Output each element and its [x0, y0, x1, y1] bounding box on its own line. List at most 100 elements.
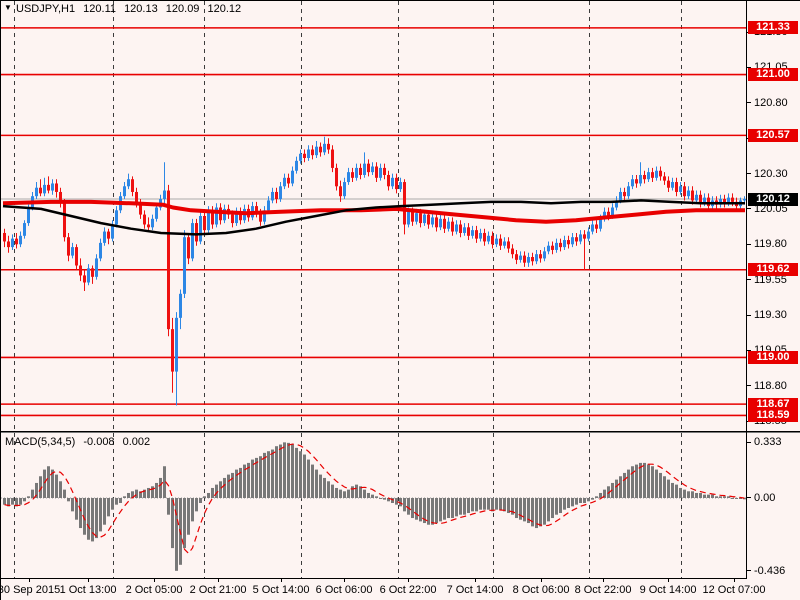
candle-body — [355, 167, 358, 178]
macd-histogram-bar — [83, 497, 86, 535]
candle-body — [83, 275, 86, 283]
macd-histogram-bar — [23, 497, 26, 502]
candle-body — [539, 254, 542, 259]
macd-histogram-bar — [367, 492, 370, 498]
macd-histogram-bar — [399, 497, 402, 507]
macd-histogram-bar — [627, 469, 630, 498]
macd-histogram-bar — [303, 454, 306, 498]
time-tick-mark — [281, 579, 282, 582]
candle-body — [439, 218, 442, 228]
candle-body — [551, 245, 554, 250]
time-axis[interactable]: 30 Sep 2015 1 Oct 13:00 2 Oct 05:00 2 Oct 2… — [1, 579, 766, 600]
candle-body — [531, 257, 534, 262]
candle-body — [179, 293, 182, 318]
macd-indicator-panel[interactable] — [1, 433, 747, 578]
candle-body — [631, 179, 634, 187]
macd-histogram-bar — [259, 456, 262, 498]
time-axis-label: 5 Oct 14:00 — [252, 584, 310, 596]
bar-close-value: 120.12 — [207, 3, 242, 15]
macd-histogram-bar — [191, 497, 194, 522]
macd-tick-mark — [747, 497, 751, 498]
candle-body — [67, 237, 70, 256]
macd-histogram-bar — [387, 497, 390, 502]
chart-dropdown-arrow[interactable]: ▼ — [4, 3, 12, 12]
price-tick-label: 120.30 — [754, 167, 788, 180]
time-axis-label: 6 Oct 06:00 — [315, 584, 373, 596]
candle-body — [211, 210, 214, 225]
macd-histogram-bar — [155, 482, 158, 498]
main-chart-panel[interactable] — [1, 1, 747, 431]
candle-body — [719, 199, 722, 205]
macd-histogram-bar — [515, 497, 518, 519]
macd-histogram-bar — [359, 486, 362, 498]
macd-histogram-bar — [123, 496, 126, 498]
candle-body — [91, 268, 94, 277]
macd-histogram-bar — [599, 492, 602, 498]
macd-histogram-bar — [107, 497, 110, 517]
macd-histogram-bar — [615, 479, 618, 498]
time-tick-mark — [603, 579, 604, 582]
candle-body — [675, 182, 678, 192]
candle-body — [79, 265, 82, 276]
candle-body — [543, 251, 546, 259]
time-tick-mark — [29, 579, 30, 582]
macd-histogram-bar — [327, 481, 330, 498]
time-axis-label: 6 Oct 22:00 — [379, 584, 437, 596]
macd-histogram-bar — [543, 497, 546, 525]
macd-histogram-bar — [75, 497, 78, 520]
macd-histogram-bar — [271, 449, 274, 498]
candle-body — [371, 166, 374, 173]
macd-chart[interactable] — [1, 433, 747, 578]
candle-body — [547, 245, 550, 252]
macd-histogram-bar — [675, 484, 678, 498]
macd-histogram-bar — [711, 494, 714, 498]
price-tick-label: 120.80 — [754, 96, 788, 109]
macd-histogram-bar — [235, 469, 238, 498]
price-tick-mark — [747, 67, 751, 68]
price-tick-label: 118.80 — [754, 379, 787, 392]
candle-body — [583, 234, 586, 239]
macd-histogram-bar — [63, 489, 66, 498]
macd-histogram-bar — [595, 496, 598, 498]
candle-body — [47, 184, 50, 191]
candle-body — [375, 166, 378, 178]
macd-histogram-bar — [463, 497, 466, 515]
macd-histogram-bar — [683, 489, 686, 498]
candle-body — [43, 184, 46, 194]
candle-body — [195, 223, 198, 242]
price-level-badge: 119.62 — [748, 263, 798, 277]
macd-histogram-bar — [363, 489, 366, 498]
macd-histogram-bar — [455, 497, 458, 517]
macd-histogram-bar — [411, 497, 414, 519]
macd-histogram-bar — [35, 482, 38, 498]
macd-histogram-bar — [699, 492, 702, 498]
price-tick-mark — [747, 244, 751, 245]
macd-histogram-bar — [91, 497, 94, 542]
price-level-badge: 118.59 — [748, 408, 798, 422]
macd-histogram-bar — [431, 497, 434, 525]
candle-body — [283, 177, 286, 187]
macd-histogram-bar — [435, 497, 438, 524]
candle-body — [339, 186, 342, 197]
macd-histogram-bar — [707, 494, 710, 498]
macd-histogram-bar — [351, 486, 354, 498]
panel-separator-shadow — [1, 432, 800, 433]
candle-body — [187, 237, 190, 259]
candle-body — [107, 231, 110, 239]
candle-body — [123, 186, 126, 197]
candlestick-chart[interactable] — [1, 1, 747, 431]
candle-body — [271, 191, 274, 201]
candle-body — [19, 235, 22, 245]
candle-body — [335, 167, 338, 187]
macd-histogram-bar — [119, 497, 122, 503]
price-axis[interactable]: 121.30121.05120.80120.55120.30120.05119.… — [747, 1, 800, 600]
candle-body — [199, 216, 202, 242]
candle-body — [223, 208, 226, 221]
candle-body — [23, 223, 26, 236]
candle-body — [155, 207, 158, 219]
candle-body — [275, 191, 278, 200]
macd-histogram-bar — [239, 467, 242, 498]
candle-body — [483, 232, 486, 242]
panel-separator[interactable] — [1, 431, 800, 432]
candle-body — [455, 224, 458, 232]
